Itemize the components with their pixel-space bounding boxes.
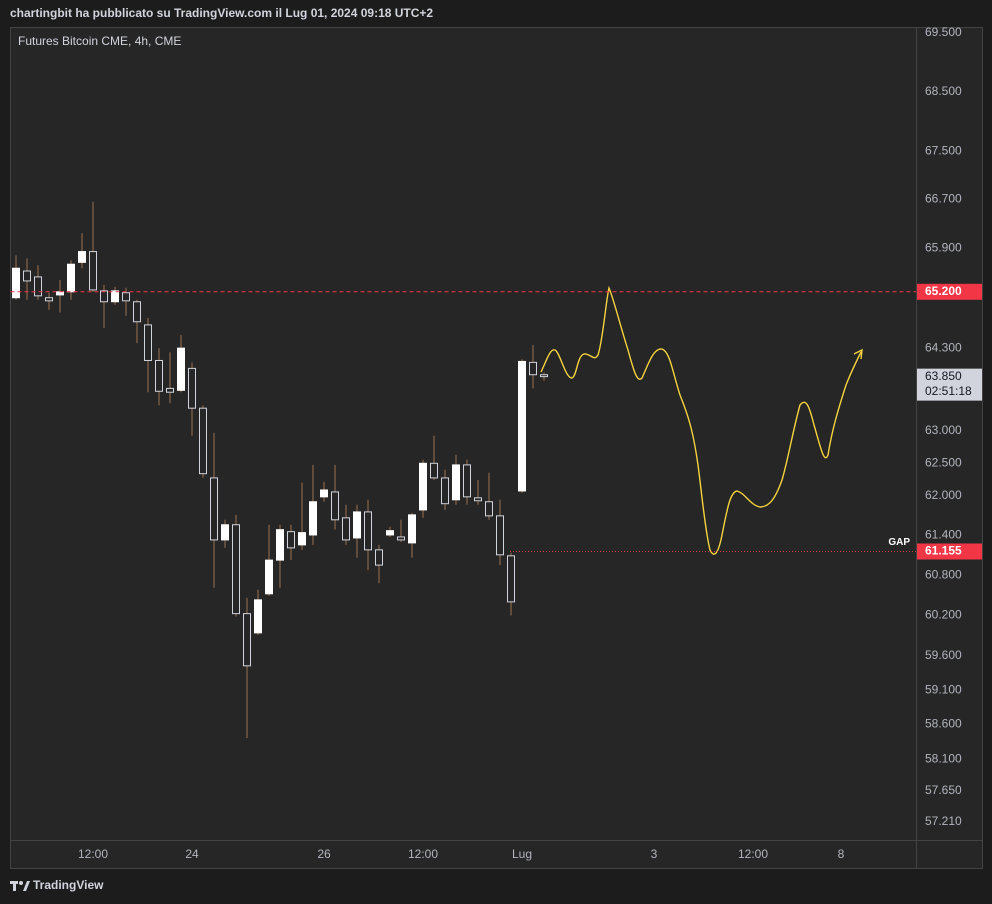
candle-body — [232, 524, 240, 615]
x-tick-label: 3 — [651, 847, 658, 861]
candle-body — [353, 511, 361, 539]
brand-logo — [10, 881, 30, 891]
candle-body — [111, 290, 119, 303]
candle-body — [529, 361, 537, 376]
last-price-badge — [917, 368, 982, 401]
candle-body — [144, 324, 152, 361]
candle-body — [23, 270, 31, 282]
candle-body — [34, 276, 42, 297]
price-level-badge — [917, 543, 982, 560]
candle-body — [12, 267, 20, 299]
candle-body — [188, 367, 196, 409]
candle-body — [254, 599, 262, 634]
y-tick-label: 58.600 — [925, 717, 962, 731]
candle-body — [133, 301, 141, 323]
brand: TradingView — [33, 878, 104, 892]
candle-body — [342, 517, 350, 541]
candle-body — [540, 374, 548, 378]
y-tick-label: 63.000 — [925, 423, 962, 437]
x-tick-label: 8 — [838, 847, 845, 861]
candle-body — [89, 251, 97, 291]
price-level-text: GAP — [888, 537, 910, 548]
y-tick-label: 64.300 — [925, 340, 962, 354]
candle-body — [221, 524, 229, 541]
countdown-label: 02:51:18 — [925, 384, 972, 398]
candle-body — [408, 514, 416, 544]
chart-title: Futures Bitcoin CME, 4h, CME — [18, 34, 181, 48]
y-tick-label: 60.200 — [925, 607, 962, 621]
y-tick-label: 69.500 — [925, 25, 962, 39]
x-tick-label: 24 — [185, 847, 199, 861]
candle-body — [397, 536, 405, 541]
candle-body — [518, 360, 526, 492]
candle-body — [155, 359, 163, 392]
candle-body — [166, 387, 174, 393]
candle-body — [419, 462, 427, 511]
x-tick-label: 26 — [317, 847, 331, 861]
y-tick-label: 59.600 — [925, 648, 962, 662]
candle-body — [485, 501, 493, 517]
y-tick-label: 62.000 — [925, 488, 962, 502]
candle-body — [78, 251, 86, 263]
y-tick-label: 65.900 — [925, 241, 962, 255]
candle-body — [430, 462, 438, 479]
x-tick-label: 12:00 — [738, 847, 768, 861]
candle-body — [474, 497, 482, 502]
drawing-annotation — [540, 285, 863, 555]
candle-body — [100, 290, 108, 303]
candle-body — [199, 407, 207, 475]
candle-body — [265, 559, 273, 595]
candle-body — [122, 292, 130, 302]
candle-body — [496, 515, 504, 556]
candle-body — [276, 529, 284, 561]
candle-body — [441, 477, 449, 505]
y-tick-label: 57.650 — [925, 783, 962, 797]
candle-body — [309, 501, 317, 536]
y-tick-label: 61.400 — [925, 527, 962, 541]
candle-body — [45, 297, 53, 302]
y-tick-label: 68.500 — [925, 84, 962, 98]
candle-body — [298, 532, 306, 546]
price-level-label: 61.155 — [925, 544, 962, 558]
x-tick-label: Lug — [512, 847, 532, 861]
panel — [10, 27, 983, 869]
candle-body — [452, 464, 460, 501]
candle-body — [210, 477, 218, 541]
candle-body — [177, 347, 185, 391]
y-tick-label: 62.500 — [925, 455, 962, 469]
candle-body — [364, 511, 372, 551]
y-tick-label: 58.100 — [925, 751, 962, 765]
y-tick-label: 60.800 — [925, 567, 962, 581]
last-price-label: 63.850 — [925, 369, 962, 383]
y-tick-label: 57.210 — [925, 814, 962, 828]
candle-body — [386, 530, 394, 536]
y-tick-label: 66.700 — [925, 192, 962, 206]
candle-body — [320, 489, 328, 498]
price-level-label: 65.200 — [925, 284, 962, 298]
candle-body — [507, 555, 515, 603]
candle-body — [331, 491, 339, 521]
candle-body — [375, 549, 383, 566]
candle-body — [243, 613, 251, 667]
y-tick-label: 59.100 — [925, 682, 962, 696]
price-level-badge — [917, 283, 982, 300]
candle-body — [463, 464, 471, 498]
x-tick-label: 12:00 — [408, 847, 438, 861]
x-tick-label: 12:00 — [78, 847, 108, 861]
candle-body — [287, 531, 295, 549]
header: chartingbit ha pubblicato su TradingView… — [10, 6, 433, 20]
candle-body — [67, 263, 75, 293]
y-tick-label: 67.500 — [925, 143, 962, 157]
